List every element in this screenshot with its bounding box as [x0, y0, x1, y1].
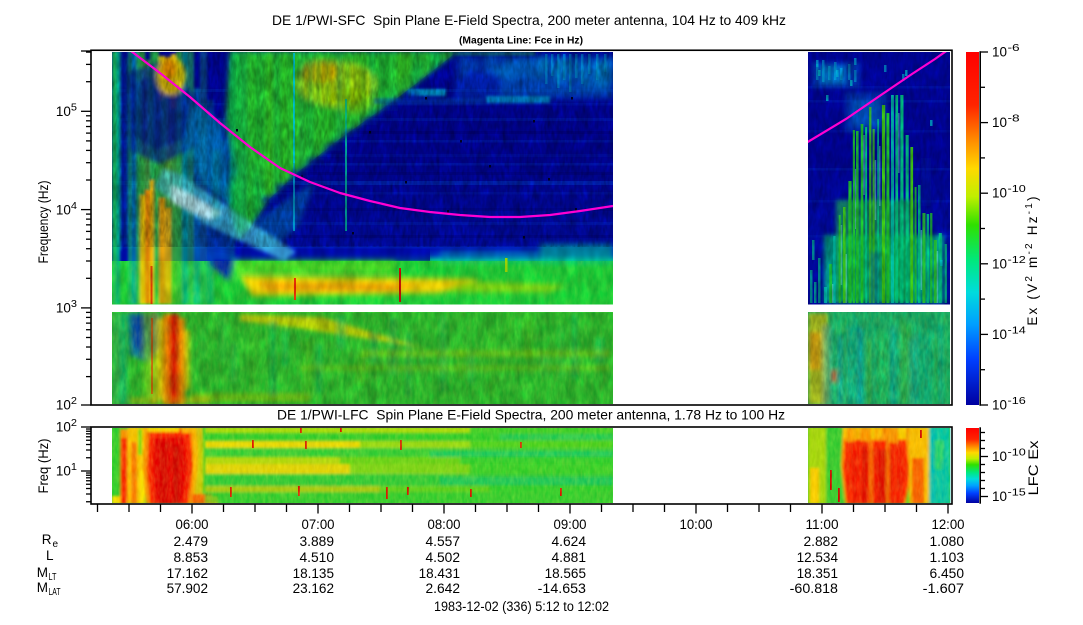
svg-text:10: 10: [992, 186, 1007, 201]
svg-text:3.889: 3.889: [300, 534, 335, 549]
svg-text:-6: -6: [1008, 42, 1020, 54]
svg-text:3: 3: [71, 298, 77, 310]
svg-text:4.510: 4.510: [300, 550, 335, 565]
svg-text:6.450: 6.450: [930, 566, 965, 581]
svg-text:5: 5: [71, 102, 77, 114]
svg-text:e: e: [53, 539, 59, 550]
svg-text:10: 10: [992, 256, 1007, 271]
svg-text:1.080: 1.080: [930, 534, 965, 549]
svg-text:Freq (Hz): Freq (Hz): [36, 439, 51, 494]
svg-text:10: 10: [992, 327, 1007, 342]
svg-text:Ex (V2 m-2 Hz-1): Ex (V2 m-2 Hz-1): [1024, 194, 1040, 325]
svg-text:1.103: 1.103: [930, 550, 965, 565]
svg-text:23.162: 23.162: [293, 581, 334, 596]
svg-text:Frequency (Hz): Frequency (Hz): [36, 181, 51, 264]
svg-text:10: 10: [56, 104, 71, 119]
svg-text:-10: -10: [1008, 446, 1026, 458]
svg-text:10:00: 10:00: [680, 517, 713, 532]
svg-text:4.624: 4.624: [552, 534, 587, 549]
svg-text:R: R: [42, 532, 52, 547]
svg-text:-12: -12: [1008, 254, 1026, 266]
svg-text:M: M: [37, 565, 48, 580]
svg-text:10: 10: [56, 420, 71, 435]
svg-text:2.882: 2.882: [804, 534, 839, 549]
svg-text:12:00: 12:00: [932, 517, 965, 532]
svg-text:-60.818: -60.818: [790, 581, 838, 596]
svg-text:4.502: 4.502: [426, 550, 461, 565]
svg-text:4.557: 4.557: [426, 534, 461, 549]
svg-text:09:00: 09:00: [554, 517, 587, 532]
svg-text:10: 10: [992, 115, 1007, 130]
svg-text:17.162: 17.162: [167, 566, 208, 581]
svg-text:07:00: 07:00: [302, 517, 335, 532]
svg-text:06:00: 06:00: [176, 517, 209, 532]
svg-text:4.881: 4.881: [552, 550, 587, 565]
svg-text:2.642: 2.642: [426, 581, 461, 596]
svg-text:-14.653: -14.653: [538, 581, 586, 596]
svg-text:M: M: [37, 580, 48, 595]
svg-text:-1.607: -1.607: [923, 581, 964, 596]
svg-text:18.565: 18.565: [545, 566, 586, 581]
svg-text:10: 10: [992, 449, 1007, 464]
svg-text:10: 10: [56, 301, 71, 316]
svg-text:1983-12-02 (336) 5:12 to 12:02: 1983-12-02 (336) 5:12 to 12:02: [434, 599, 609, 614]
svg-text:10: 10: [56, 202, 71, 217]
svg-text:1: 1: [71, 461, 77, 473]
svg-text:18.135: 18.135: [293, 566, 334, 581]
svg-text:12.534: 12.534: [797, 550, 839, 565]
svg-text:18.431: 18.431: [419, 566, 460, 581]
svg-text:2: 2: [71, 417, 77, 429]
svg-text:DE 1/PWI-LFC Spin Plane E-Fie: DE 1/PWI-LFC Spin Plane E-Field Spectra,…: [277, 407, 785, 423]
svg-text:DE 1/PWI-SFC Spin Plane E-Fie: DE 1/PWI-SFC Spin Plane E-Field Spectra,…: [272, 12, 786, 28]
svg-text:4: 4: [71, 200, 77, 212]
svg-text:10: 10: [56, 464, 71, 479]
svg-text:-15: -15: [1008, 486, 1026, 498]
svg-text:18.351: 18.351: [797, 566, 838, 581]
svg-text:LT: LT: [49, 572, 57, 583]
svg-text:10: 10: [992, 398, 1007, 413]
svg-text:-10: -10: [1008, 183, 1026, 195]
svg-text:10: 10: [56, 398, 71, 413]
svg-text:10: 10: [992, 45, 1007, 60]
svg-text:LFC Ex: LFC Ex: [1026, 440, 1041, 495]
svg-text:10: 10: [992, 489, 1007, 504]
svg-text:57.902: 57.902: [167, 581, 208, 596]
svg-text:-8: -8: [1008, 113, 1020, 125]
svg-text:LAT: LAT: [49, 587, 61, 598]
svg-text:2: 2: [71, 395, 77, 407]
svg-text:11:00: 11:00: [806, 517, 839, 532]
svg-text:-14: -14: [1008, 324, 1026, 336]
svg-text:(Magenta Line: Fce in Hz): (Magenta Line: Fce in Hz): [459, 36, 583, 47]
svg-text:8.853: 8.853: [174, 550, 209, 565]
svg-text:2.479: 2.479: [174, 534, 209, 549]
svg-text:L: L: [46, 548, 54, 563]
svg-text:-16: -16: [1008, 395, 1026, 407]
svg-text:08:00: 08:00: [428, 517, 461, 532]
